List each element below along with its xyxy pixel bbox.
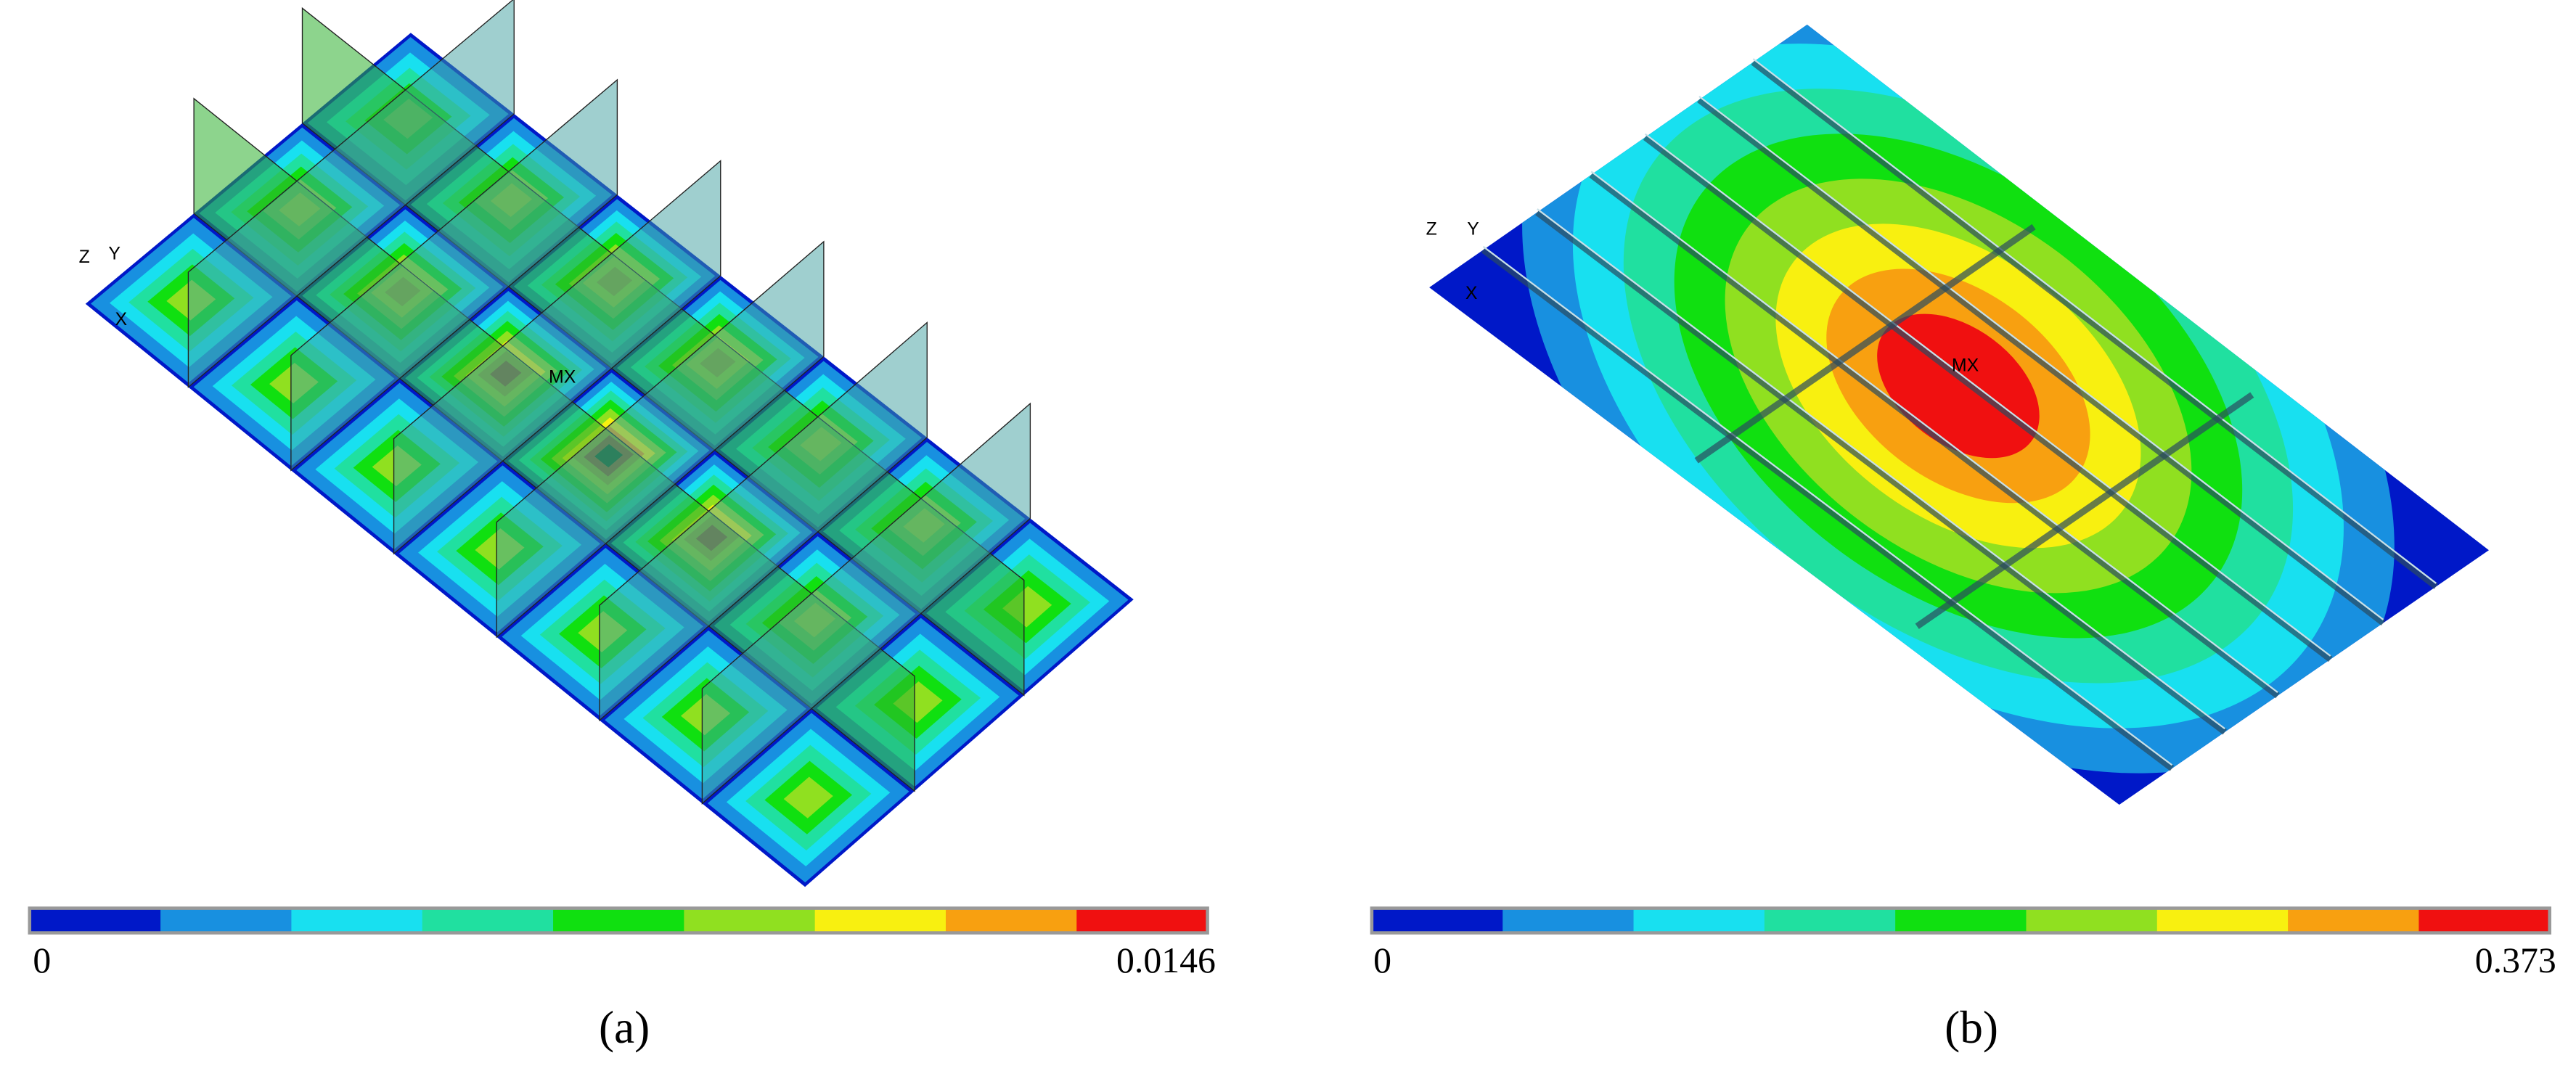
stiffener: [1481, 247, 2175, 771]
colorbar-segment: [160, 908, 293, 933]
colorbar-segment: [1076, 908, 1209, 933]
colorbar-segment: [1764, 908, 1897, 933]
stiffener: [1535, 210, 2227, 735]
colorbar-segment: [1895, 908, 2027, 933]
stiffener: [496, 240, 825, 639]
colorbar-segment: [1502, 908, 1635, 933]
axis-label: X: [115, 309, 127, 329]
colorbar-frame: [1370, 906, 2551, 935]
colorbar-segment: [814, 908, 947, 933]
colorbar-segment: [2026, 908, 2158, 933]
colorbar-segment: [684, 908, 816, 933]
stiffener: [1751, 60, 2438, 589]
panel-b: MX Z Y X: [1426, 24, 2489, 805]
stiffener: [1643, 134, 2333, 662]
girder: [1915, 392, 2254, 629]
stiffener: [187, 0, 515, 388]
stiffener: [1697, 97, 2386, 626]
axis-label: Z: [79, 247, 90, 267]
axis-label: Y: [108, 244, 120, 264]
colorbar-segment: [1633, 908, 1765, 933]
stiffener-edge: [1698, 95, 2384, 620]
stiffener-edge: [1482, 245, 2173, 766]
colorbar-max: 0.373: [2475, 940, 2556, 980]
colorbar-min: 0: [33, 940, 51, 980]
stiffener-edge: [1537, 208, 2225, 730]
girder: [1694, 223, 2036, 464]
colorbar-max: 0.0146: [1116, 940, 1216, 980]
max-marker: MX: [1952, 356, 1979, 376]
axis-label: X: [1465, 283, 1478, 303]
colorbar-segment: [2418, 908, 2551, 933]
panel-label: (b): [1945, 1002, 1998, 1053]
max-marker: MX: [549, 366, 576, 387]
colorbar-segment: [29, 908, 162, 933]
colorbar-segment: [553, 908, 685, 933]
axis-label: Y: [1467, 219, 1479, 239]
panel-a: MX Z Y X: [79, 0, 1134, 887]
contour-band: [783, 776, 833, 819]
panel-label: (a): [599, 1002, 650, 1053]
stiffener: [599, 321, 928, 722]
colorbar-segment: [422, 908, 555, 933]
stiffener: [701, 402, 1031, 805]
colorbar-segment: [2156, 908, 2289, 933]
stiffener: [290, 78, 618, 472]
colorbar-frame: [28, 906, 1209, 935]
stiffener: [393, 160, 721, 555]
colorbar-segment: [291, 908, 423, 933]
contours: [1522, 24, 2395, 774]
axis-label: Z: [1426, 219, 1437, 239]
colorbar-min: 0: [1373, 940, 1391, 980]
colorbar-segment: [2288, 908, 2420, 933]
colorbar-segment: [945, 908, 1078, 933]
stiffener-edge: [1590, 171, 2278, 694]
stiffener-edge: [1752, 58, 2437, 584]
colorbar-segment: [1371, 908, 1504, 933]
stiffener: [1589, 172, 2280, 699]
stiffener-edge: [1644, 133, 2331, 657]
